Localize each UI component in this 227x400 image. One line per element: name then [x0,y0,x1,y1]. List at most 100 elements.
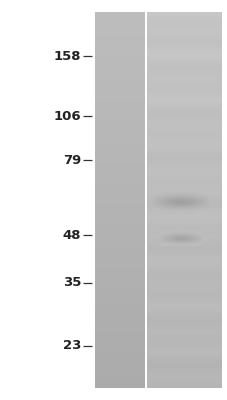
Bar [94,304,144,305]
Bar [94,191,144,192]
Bar [146,220,221,221]
Bar [146,360,221,362]
Bar [94,259,144,260]
Bar [146,56,221,57]
Bar [94,180,144,181]
Bar [94,157,144,159]
Bar [146,348,221,349]
Bar [94,219,144,220]
Bar [146,90,221,91]
Bar [94,335,144,337]
Bar [146,308,221,309]
Bar [94,134,144,135]
Bar [94,124,144,125]
Bar [94,364,144,366]
Bar [146,138,221,140]
Bar [146,272,221,273]
Bar [146,47,221,48]
Bar [94,366,144,367]
Bar [146,270,221,272]
Bar [146,285,221,286]
Bar [94,286,144,288]
Bar [146,144,221,145]
Bar [146,124,221,125]
Bar [94,128,144,130]
Bar [146,149,221,150]
Bar [146,266,221,268]
Bar [94,40,144,41]
Text: 35: 35 [62,276,81,289]
Bar [146,265,221,266]
Bar [94,95,144,96]
Bar [94,171,144,172]
Bar [146,282,221,283]
Bar [94,300,144,302]
Bar [94,236,144,238]
Bar [94,179,144,180]
Bar [146,254,221,255]
Bar [94,273,144,274]
Bar [146,212,221,214]
Bar [94,345,144,347]
Bar [94,80,144,81]
Bar [146,53,221,55]
Bar [94,108,144,110]
Bar [146,33,221,34]
Bar [94,90,144,91]
Bar [146,190,221,191]
Bar [146,240,221,241]
Bar [146,16,221,17]
Bar [146,228,221,229]
Bar [146,246,221,248]
Bar [94,244,144,245]
Bar [94,204,144,205]
Bar [94,75,144,76]
Bar [94,78,144,80]
Bar [94,360,144,362]
Bar [94,352,144,353]
Bar [146,387,221,388]
Bar [146,283,221,284]
Bar [94,305,144,306]
Bar [146,356,221,357]
Bar [94,56,144,57]
Bar [146,96,221,97]
Bar [146,191,221,192]
Bar [94,354,144,356]
Text: 79: 79 [62,154,81,167]
Bar [94,38,144,40]
Bar [94,318,144,319]
Bar [94,28,144,30]
Bar [146,312,221,313]
Bar [146,343,221,344]
Bar [94,241,144,243]
Bar [94,150,144,151]
Bar [146,58,221,60]
Bar [94,280,144,282]
Bar [94,348,144,349]
Bar [146,115,221,116]
Bar [94,383,144,384]
Bar [94,201,144,202]
Bar [146,231,221,232]
Bar [146,293,221,294]
Bar [146,98,221,100]
Bar [94,189,144,190]
Bar [146,309,221,310]
Bar [94,347,144,348]
Bar [146,338,221,339]
Bar [94,270,144,272]
Bar [94,122,144,124]
Bar [94,44,144,46]
Bar [146,51,221,52]
Bar [94,181,144,182]
Bar [94,131,144,132]
Bar [146,325,221,326]
Bar [94,120,144,121]
Bar [94,278,144,279]
Bar [146,155,221,156]
Bar [94,358,144,359]
Bar [94,77,144,78]
Bar [146,319,221,320]
Bar [94,268,144,269]
